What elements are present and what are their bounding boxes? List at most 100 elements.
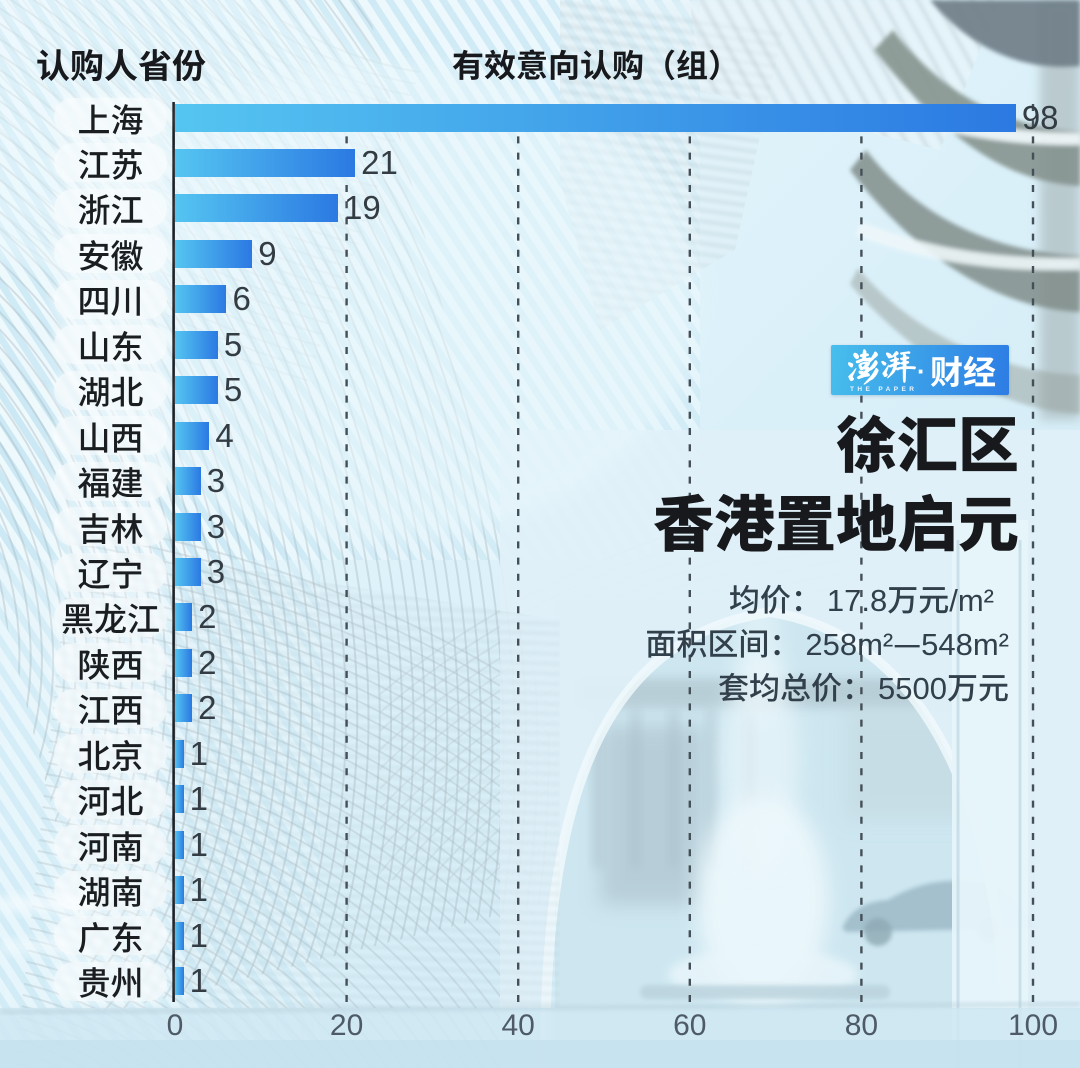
stat-label: 套均总价： (718, 663, 874, 708)
category-label: 安徽 (77, 229, 144, 278)
category-pill (54, 279, 167, 319)
stat-label: 面积区间： (645, 619, 801, 664)
category-pill (54, 552, 167, 592)
category-pill (54, 643, 167, 683)
project-title: 香港置地启元 (652, 475, 1019, 564)
logo-brand-calligraphy: 澎湃 (845, 348, 918, 386)
bar (175, 558, 201, 586)
value-label: 1 (189, 734, 208, 772)
x-axis-title: 有效意向认购（组） (451, 41, 740, 87)
bar (175, 239, 253, 268)
category-pill (54, 597, 167, 637)
category-label: 河北 (77, 775, 144, 824)
y-axis-title: 认购人省份 (36, 39, 206, 88)
value-label: 21 (361, 143, 398, 181)
category-pill (54, 779, 167, 819)
bar (175, 785, 184, 814)
category-pill (54, 188, 167, 228)
value-label: 19 (344, 189, 381, 227)
category-label: 湖南 (77, 866, 144, 915)
stat-line: 套均总价： 5500万元 (529, 664, 1009, 708)
district-title: 徐汇区 (835, 396, 1019, 485)
bar (175, 830, 184, 859)
category-pill (54, 734, 167, 774)
stat-line: 面积区间： 258m²—548m² (529, 620, 1009, 664)
value-label: 5 (223, 371, 243, 409)
bar (175, 967, 184, 996)
value-label: 1 (189, 825, 208, 863)
category-label: 吉林 (77, 502, 144, 551)
category-pill (54, 825, 167, 865)
bar (175, 148, 356, 177)
category-pill (54, 370, 167, 410)
value-label: 1 (189, 962, 208, 1000)
value-label: 3 (206, 507, 226, 545)
bar (175, 194, 339, 223)
logo-separator-dot: · (917, 356, 926, 386)
bar (175, 648, 193, 677)
category-pill (54, 98, 167, 137)
category-label: 山东 (77, 320, 144, 369)
stat-value: 5500万元 (878, 663, 1009, 708)
value-label: 3 (206, 553, 226, 590)
category-pill (54, 143, 167, 183)
category-pill (54, 916, 167, 956)
category-label: 黑龙江 (61, 593, 160, 642)
bar (175, 376, 218, 405)
stat-label: 均价： (728, 575, 822, 620)
category-label: 上海 (77, 93, 144, 142)
stat-line: 均价： 17.8万元/m² (529, 576, 994, 620)
x-tick-label: 80 (844, 1009, 879, 1042)
bar (175, 103, 1016, 132)
bar (175, 921, 184, 950)
category-pill (54, 325, 167, 365)
value-label: 1 (189, 916, 208, 954)
value-label: 1 (189, 871, 208, 909)
category-label: 河南 (77, 820, 144, 869)
category-label: 湖北 (77, 366, 144, 415)
category-label: 山西 (77, 411, 144, 460)
stat-value: 258m²—548m² (805, 619, 1009, 664)
category-label: 辽宁 (77, 548, 144, 596)
x-tick-label: 20 (329, 1009, 364, 1042)
bar (175, 512, 201, 541)
category-pill (54, 234, 167, 274)
category-label: 江苏 (77, 138, 144, 187)
category-label: 福建 (77, 457, 144, 506)
category-pill (54, 870, 167, 910)
logo-brand-english: THE PAPER (850, 386, 918, 393)
value-label: 9 (258, 234, 277, 272)
category-pill (54, 961, 167, 1001)
category-label: 陕西 (77, 638, 144, 687)
value-label: 2 (198, 689, 217, 727)
bar (175, 694, 193, 723)
value-label: 5 (223, 325, 243, 363)
project-stats: 均价： 17.8万元/m² 面积区间： 258m²—548m² 套均总价： 5500万元 (529, 576, 1009, 708)
bar (175, 285, 227, 314)
bar (175, 603, 193, 632)
value-label: 98 (1021, 98, 1059, 136)
category-label: 贵州 (77, 957, 144, 1006)
x-tick-label: 0 (166, 1009, 184, 1042)
bar (175, 739, 184, 768)
bar (175, 876, 184, 905)
logo-section-name: 财经 (930, 346, 996, 394)
category-label: 广东 (77, 911, 144, 960)
category-pill (54, 416, 167, 456)
bar (175, 421, 210, 450)
category-label: 江西 (77, 684, 144, 733)
value-label: 4 (215, 416, 234, 454)
value-label: 2 (198, 643, 217, 681)
value-label: 6 (232, 280, 251, 318)
x-tick-label: 40 (501, 1009, 535, 1042)
stat-value: 17.8万元/m² (826, 575, 994, 620)
value-label: 1 (189, 780, 208, 818)
category-pill (54, 688, 167, 728)
category-pill (54, 461, 167, 501)
bar (175, 330, 218, 359)
value-label: 3 (206, 462, 226, 500)
value-label: 2 (198, 598, 217, 636)
publisher-logo: 澎湃 THE PAPER · 财经 (831, 345, 1009, 395)
